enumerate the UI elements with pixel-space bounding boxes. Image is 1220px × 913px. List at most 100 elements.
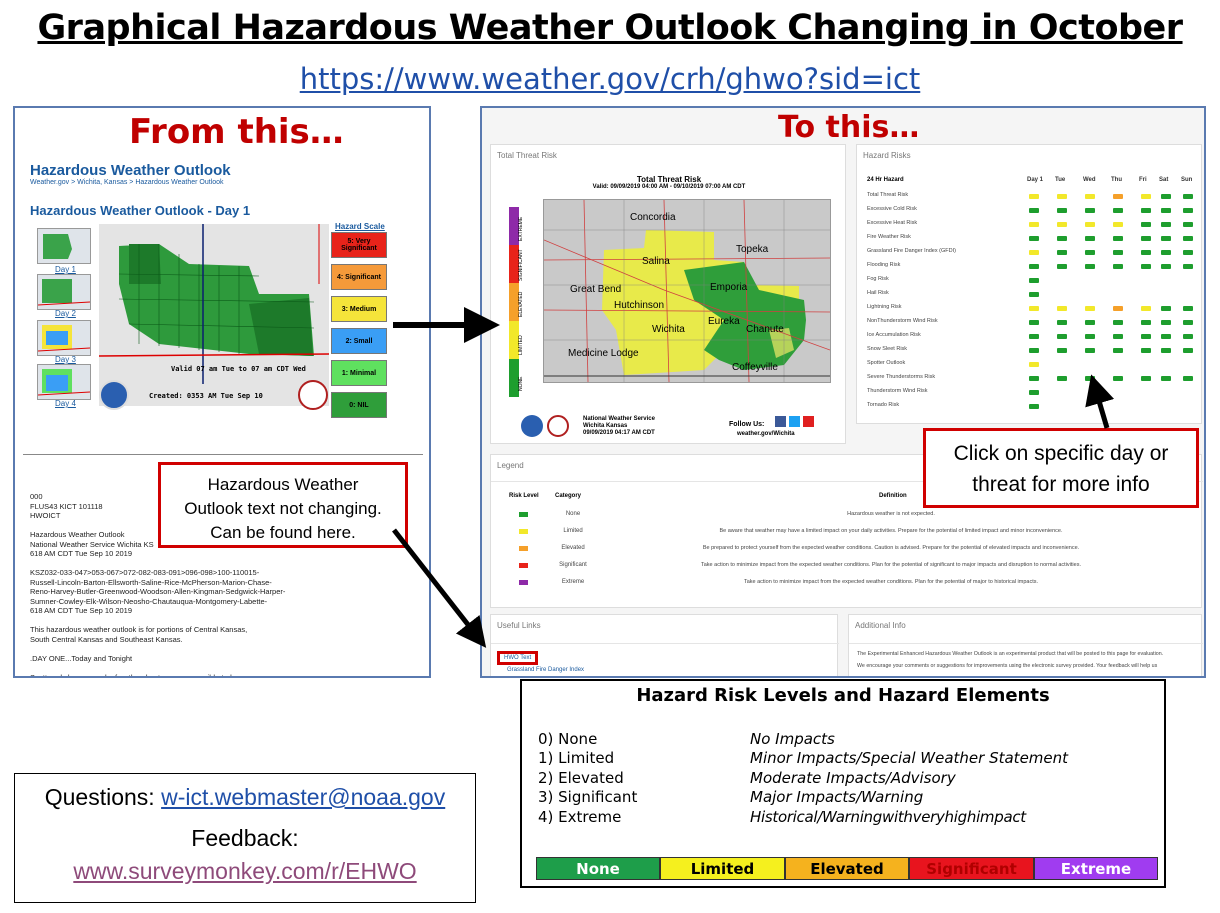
risk-cell[interactable]	[1029, 376, 1039, 381]
risk-cell[interactable]	[1113, 376, 1123, 381]
risk-cell[interactable]	[1113, 250, 1123, 255]
risk-cell[interactable]	[1057, 222, 1067, 227]
risk-cell[interactable]	[1161, 334, 1171, 339]
risk-cell[interactable]	[1029, 208, 1039, 213]
risk-cell[interactable]	[1113, 264, 1123, 269]
gfdi-link[interactable]: Grassland Fire Danger Index	[507, 667, 585, 673]
risk-cell[interactable]	[1085, 236, 1095, 241]
risk-cell[interactable]	[1029, 236, 1039, 241]
hazard-row-label[interactable]: Tornado Risk	[867, 402, 900, 408]
risk-cell[interactable]	[1183, 208, 1193, 213]
day-header-6[interactable]: Sun	[1181, 177, 1193, 183]
hazard-row-label[interactable]: Flooding Risk	[867, 262, 901, 268]
day-header-3[interactable]: Thu	[1111, 177, 1122, 183]
risk-cell[interactable]	[1029, 250, 1039, 255]
day-thumb-1[interactable]	[37, 228, 91, 264]
risk-cell[interactable]	[1113, 334, 1123, 339]
risk-cell[interactable]	[1161, 348, 1171, 353]
risk-cell[interactable]	[1161, 306, 1171, 311]
risk-cell[interactable]	[1085, 320, 1095, 325]
hazard-row-label[interactable]: Hail Risk	[867, 290, 889, 296]
risk-cell[interactable]	[1161, 320, 1171, 325]
hazard-row-label[interactable]: Fire Weather Risk	[867, 234, 911, 240]
risk-cell[interactable]	[1161, 236, 1171, 241]
risk-cell[interactable]	[1057, 334, 1067, 339]
hazard-row-label[interactable]: Excessive Heat Risk	[867, 220, 918, 226]
day-header-0[interactable]: Day 1	[1027, 177, 1044, 183]
risk-cell[interactable]	[1029, 334, 1039, 339]
risk-cell[interactable]	[1029, 348, 1039, 353]
risk-cell[interactable]	[1029, 194, 1039, 199]
risk-cell[interactable]	[1141, 306, 1151, 311]
risk-cell[interactable]	[1085, 222, 1095, 227]
risk-cell[interactable]	[1085, 208, 1095, 213]
day-thumb-4[interactable]	[37, 364, 91, 400]
day-thumb-2[interactable]	[37, 274, 91, 310]
hazard-row-label[interactable]: Spotter Outlook	[867, 360, 906, 366]
risk-cell[interactable]	[1161, 194, 1171, 199]
risk-cell[interactable]	[1161, 222, 1171, 227]
hazard-row-label[interactable]: Total Threat Risk	[867, 192, 909, 198]
risk-cell[interactable]	[1029, 404, 1039, 409]
risk-cell[interactable]	[1085, 306, 1095, 311]
hazard-row-label[interactable]: Grassland Fire Danger Index (GFDI)	[867, 248, 956, 254]
risk-cell[interactable]	[1141, 194, 1151, 199]
hazard-row-label[interactable]: Fog Risk	[867, 276, 889, 282]
day-link-3[interactable]: Day 3	[55, 355, 76, 364]
risk-cell[interactable]	[1183, 348, 1193, 353]
day-thumb-3[interactable]	[37, 320, 91, 356]
risk-cell[interactable]	[1057, 320, 1067, 325]
risk-cell[interactable]	[1161, 264, 1171, 269]
hazard-scale-label[interactable]: Hazard Scale	[335, 222, 385, 231]
risk-cell[interactable]	[1085, 264, 1095, 269]
risk-cell[interactable]	[1183, 320, 1193, 325]
risk-cell[interactable]	[1113, 222, 1123, 227]
day-link-1[interactable]: Day 1	[55, 265, 76, 274]
risk-cell[interactable]	[1183, 334, 1193, 339]
ghwo-url-link[interactable]: https://www.weather.gov/crh/ghwo?sid=ict	[299, 62, 921, 96]
hazard-row-label[interactable]: Lightning Risk	[867, 304, 902, 310]
hazard-row-label[interactable]: Snow Sleet Risk	[867, 346, 908, 352]
risk-cell[interactable]	[1085, 194, 1095, 199]
risk-cell[interactable]	[1029, 320, 1039, 325]
hwo-text-link[interactable]: HWO Text	[497, 651, 539, 665]
risk-cell[interactable]	[1113, 236, 1123, 241]
survey-link[interactable]: www.surveymonkey.com/r/EHWO	[73, 858, 417, 884]
site-link[interactable]: weather.gov/Wichita	[737, 431, 795, 437]
day-link-2[interactable]: Day 2	[55, 309, 76, 318]
risk-cell[interactable]	[1029, 292, 1039, 297]
twitter-icon[interactable]	[789, 416, 800, 427]
risk-cell[interactable]	[1029, 362, 1039, 367]
risk-cell[interactable]	[1183, 250, 1193, 255]
risk-cell[interactable]	[1141, 376, 1151, 381]
risk-cell[interactable]	[1161, 250, 1171, 255]
risk-cell[interactable]	[1183, 264, 1193, 269]
risk-cell[interactable]	[1183, 236, 1193, 241]
risk-cell[interactable]	[1057, 264, 1067, 269]
risk-cell[interactable]	[1085, 250, 1095, 255]
total-threat-map[interactable]: Concordia Salina Topeka Great Bend Empor…	[543, 199, 831, 383]
risk-cell[interactable]	[1029, 264, 1039, 269]
day-header-4[interactable]: Fri	[1139, 177, 1147, 183]
risk-cell[interactable]	[1161, 376, 1171, 381]
risk-cell[interactable]	[1141, 334, 1151, 339]
risk-cell[interactable]	[1029, 278, 1039, 283]
facebook-icon[interactable]	[775, 416, 786, 427]
risk-cell[interactable]	[1183, 194, 1193, 199]
risk-cell[interactable]	[1057, 250, 1067, 255]
risk-cell[interactable]	[1029, 306, 1039, 311]
risk-cell[interactable]	[1085, 348, 1095, 353]
risk-cell[interactable]	[1141, 222, 1151, 227]
risk-cell[interactable]	[1141, 208, 1151, 213]
risk-cell[interactable]	[1113, 208, 1123, 213]
risk-cell[interactable]	[1183, 376, 1193, 381]
risk-cell[interactable]	[1141, 236, 1151, 241]
hazard-row-label[interactable]: Excessive Cold Risk	[867, 206, 917, 212]
breadcrumb[interactable]: Weather.gov > Wichita, Kansas > Hazardou…	[30, 179, 224, 186]
hazard-row-label[interactable]: NonThunderstorm Wind Risk	[867, 318, 938, 324]
risk-cell[interactable]	[1057, 306, 1067, 311]
risk-cell[interactable]	[1057, 236, 1067, 241]
hazard-row-label[interactable]: Severe Thunderstorms Risk	[867, 374, 936, 380]
hazard-row-label[interactable]: Ice Accumulation Risk	[867, 332, 921, 338]
day-header-2[interactable]: Wed	[1083, 177, 1096, 183]
